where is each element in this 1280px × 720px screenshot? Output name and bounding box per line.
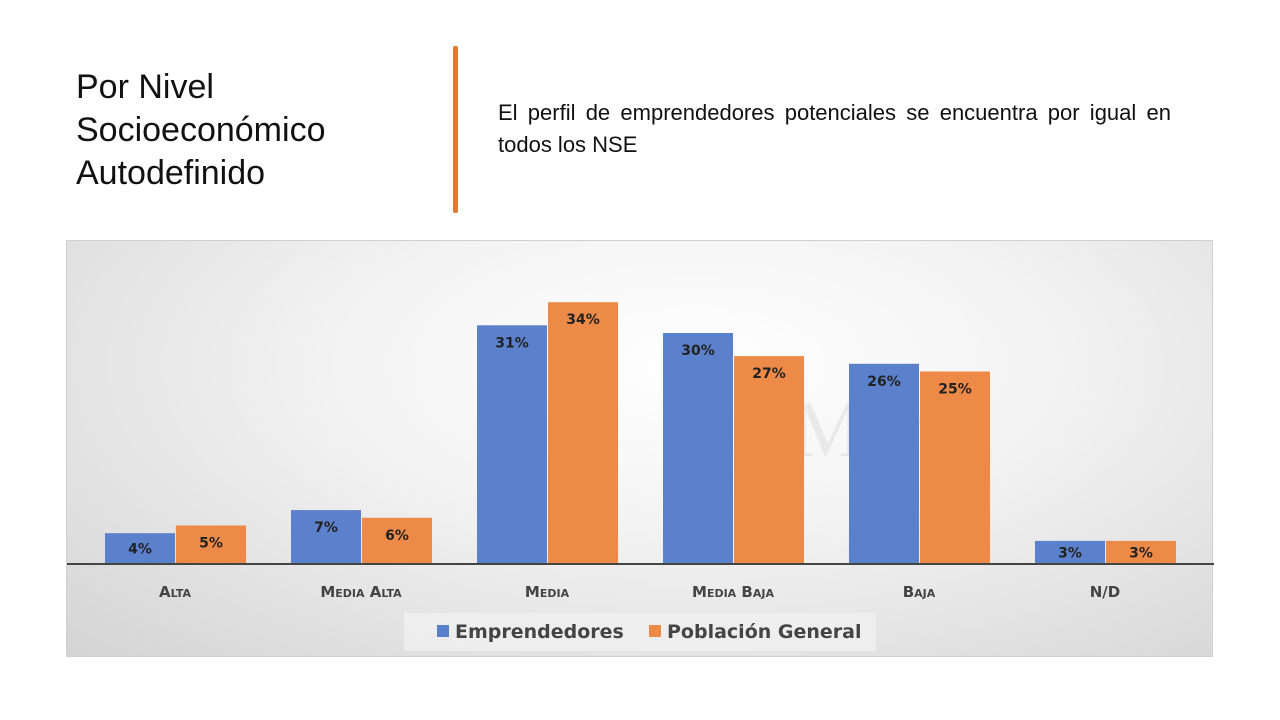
title-line: Autodefinido bbox=[76, 154, 266, 192]
data-label: 26% bbox=[867, 374, 901, 390]
category-label: Media Alta bbox=[320, 583, 402, 601]
data-label: 30% bbox=[681, 343, 715, 359]
data-label: 31% bbox=[495, 335, 529, 351]
data-label: 34% bbox=[566, 312, 600, 328]
category-label: N/D bbox=[1090, 583, 1120, 601]
legend-swatch bbox=[649, 625, 661, 637]
bar bbox=[920, 371, 990, 564]
legend-label: Población General bbox=[667, 621, 861, 643]
data-label: 6% bbox=[385, 528, 409, 544]
bar bbox=[734, 356, 804, 564]
bar bbox=[663, 333, 733, 564]
chart-area: StatMark 4% 5% Alta 7% 6% Media Alta 31% 34% Medi… bbox=[66, 240, 1214, 657]
bar bbox=[176, 525, 246, 564]
data-label: 3% bbox=[1058, 545, 1082, 561]
bar bbox=[1035, 540, 1105, 564]
bar bbox=[849, 363, 919, 564]
data-label: 27% bbox=[752, 366, 786, 382]
slide-title: Por Nivel Socioeconómico Autodefinido bbox=[76, 66, 325, 195]
accent-divider bbox=[453, 46, 458, 213]
bar bbox=[291, 510, 361, 564]
category-label: Alta bbox=[159, 583, 191, 601]
category-label: Media bbox=[525, 583, 570, 601]
title-line: Socioeconómico bbox=[76, 111, 326, 149]
data-label: 3% bbox=[1129, 545, 1153, 561]
bar bbox=[548, 302, 618, 564]
data-label: 7% bbox=[314, 520, 338, 536]
slide-subtitle: El perfil de emprendedores potenciales s… bbox=[498, 100, 1171, 157]
data-label: 5% bbox=[199, 536, 223, 552]
data-label: 4% bbox=[128, 542, 152, 558]
bar bbox=[1106, 540, 1176, 564]
category-label: Baja bbox=[903, 583, 936, 601]
data-label: 25% bbox=[938, 382, 972, 398]
legend bbox=[404, 613, 876, 651]
legend-swatch bbox=[437, 625, 449, 637]
bar bbox=[477, 325, 547, 564]
category-label: Media Baja bbox=[692, 583, 774, 601]
bar bbox=[105, 533, 175, 564]
legend-label: Emprendedores bbox=[455, 621, 624, 643]
bar bbox=[362, 517, 432, 564]
title-line: Por Nivel bbox=[76, 68, 214, 106]
